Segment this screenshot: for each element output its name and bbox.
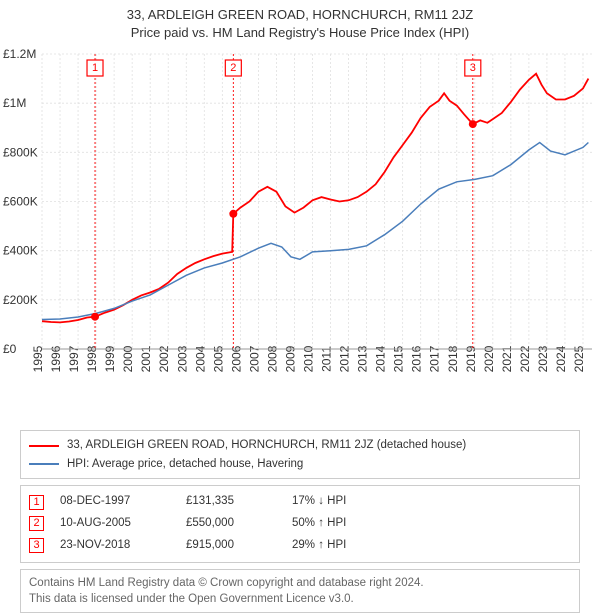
title-block: 33, ARDLEIGH GREEN ROAD, HORNCHURCH, RM1…	[0, 0, 600, 44]
chart-container: 33, ARDLEIGH GREEN ROAD, HORNCHURCH, RM1…	[0, 0, 600, 613]
series-line	[42, 143, 588, 320]
sale-marker-number: 3	[470, 62, 476, 74]
sale-marker-number: 2	[230, 62, 236, 74]
title-line-2: Price paid vs. HM Land Registry's House …	[0, 24, 600, 42]
sale-price: £131,335	[186, 491, 276, 513]
sale-date: 23-NOV-2018	[60, 535, 170, 557]
sale-delta: 50% ↑ HPI	[292, 513, 402, 535]
legend-item: 33, ARDLEIGH GREEN ROAD, HORNCHURCH, RM1…	[29, 436, 571, 454]
legend-label: 33, ARDLEIGH GREEN ROAD, HORNCHURCH, RM1…	[67, 436, 466, 454]
legend-item: HPI: Average price, detached house, Have…	[29, 455, 571, 473]
y-tick-label: £1M	[3, 97, 26, 111]
y-tick-label: £0	[3, 342, 17, 356]
legend: 33, ARDLEIGH GREEN ROAD, HORNCHURCH, RM1…	[20, 430, 580, 479]
footer-line-1: Contains HM Land Registry data © Crown c…	[29, 575, 571, 591]
y-tick-label: £200K	[3, 293, 38, 307]
sale-marker-dot	[91, 313, 99, 321]
sale-marker-dot	[229, 210, 237, 218]
sale-delta: 29% ↑ HPI	[292, 535, 402, 557]
sale-table-row: 1 08-DEC-1997 £131,335 17% ↓ HPI	[29, 491, 571, 513]
chart-svg: £0£200K£400K£600K£800K£1M£1.2M1995199619…	[0, 44, 600, 424]
sale-price: £915,000	[186, 535, 276, 557]
sale-table-index: 2	[29, 516, 44, 531]
sale-price: £550,000	[186, 513, 276, 535]
footer: Contains HM Land Registry data © Crown c…	[20, 569, 580, 613]
legend-label: HPI: Average price, detached house, Have…	[67, 455, 303, 473]
title-line-1: 33, ARDLEIGH GREEN ROAD, HORNCHURCH, RM1…	[0, 6, 600, 24]
chart-area: £0£200K£400K£600K£800K£1M£1.2M1995199619…	[0, 44, 600, 424]
footer-line-2: This data is licensed under the Open Gov…	[29, 591, 571, 607]
sale-marker-dot	[469, 120, 477, 128]
sale-date: 08-DEC-1997	[60, 491, 170, 513]
x-tick-label: 2011	[320, 346, 334, 372]
sale-table: 1 08-DEC-1997 £131,335 17% ↓ HPI 2 10-AUG-200…	[20, 485, 580, 563]
sale-table-row: 2 10-AUG-2005 £550,000 50% ↑ HPI	[29, 513, 571, 535]
legend-swatch	[29, 445, 59, 447]
y-tick-label: £1.2M	[3, 47, 36, 61]
sale-table-row: 3 23-NOV-2018 £915,000 29% ↑ HPI	[29, 535, 571, 557]
y-tick-label: £800K	[3, 146, 38, 160]
sale-date: 10-AUG-2005	[60, 513, 170, 535]
y-tick-label: £400K	[3, 244, 38, 258]
series-line	[42, 74, 588, 323]
legend-swatch	[29, 463, 59, 465]
sale-table-index: 1	[29, 495, 44, 510]
sale-marker-number: 1	[92, 62, 98, 74]
sale-table-index: 3	[29, 538, 44, 553]
y-tick-label: £600K	[3, 195, 38, 209]
sale-delta: 17% ↓ HPI	[292, 491, 402, 513]
